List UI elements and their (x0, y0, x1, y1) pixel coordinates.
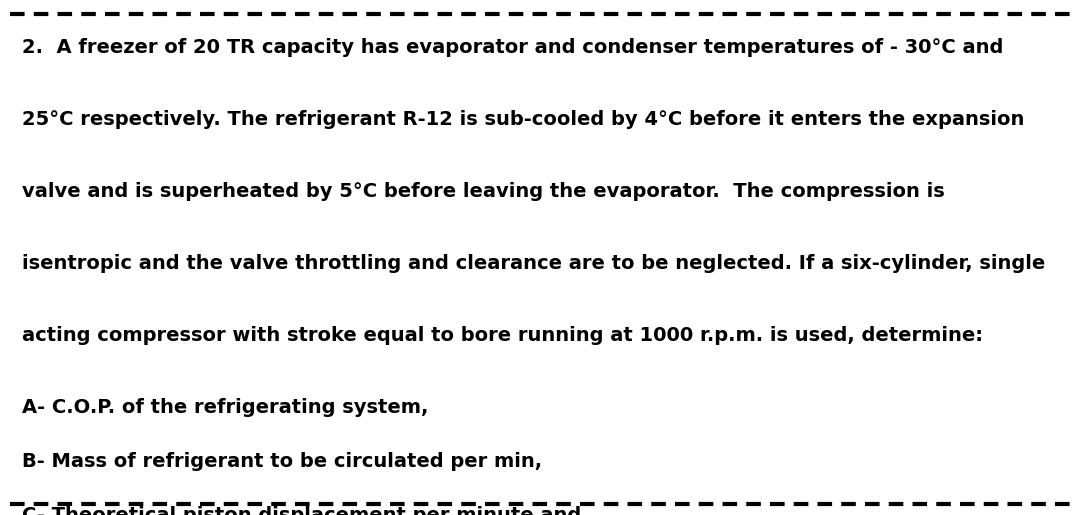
Text: valve and is superheated by 5°C before leaving the evaporator.  The compression : valve and is superheated by 5°C before l… (22, 182, 945, 201)
Text: C- Theoretical piston displacement per minute and: C- Theoretical piston displacement per m… (22, 506, 581, 515)
Text: 25°C respectively. The refrigerant R-12 is sub-cooled by 4°C before it enters th: 25°C respectively. The refrigerant R-12 … (22, 110, 1024, 129)
Text: A- C.O.P. of the refrigerating system,: A- C.O.P. of the refrigerating system, (22, 398, 429, 417)
Text: acting compressor with stroke equal to bore running at 1000 r.p.m. is used, dete: acting compressor with stroke equal to b… (22, 326, 983, 345)
Text: 2.  A freezer of 20 TR capacity has evaporator and condenser temperatures of - 3: 2. A freezer of 20 TR capacity has evapo… (22, 38, 1003, 57)
Text: B- Mass of refrigerant to be circulated per min,: B- Mass of refrigerant to be circulated … (22, 452, 542, 471)
Text: isentropic and the valve throttling and clearance are to be neglected. If a six-: isentropic and the valve throttling and … (22, 254, 1045, 273)
